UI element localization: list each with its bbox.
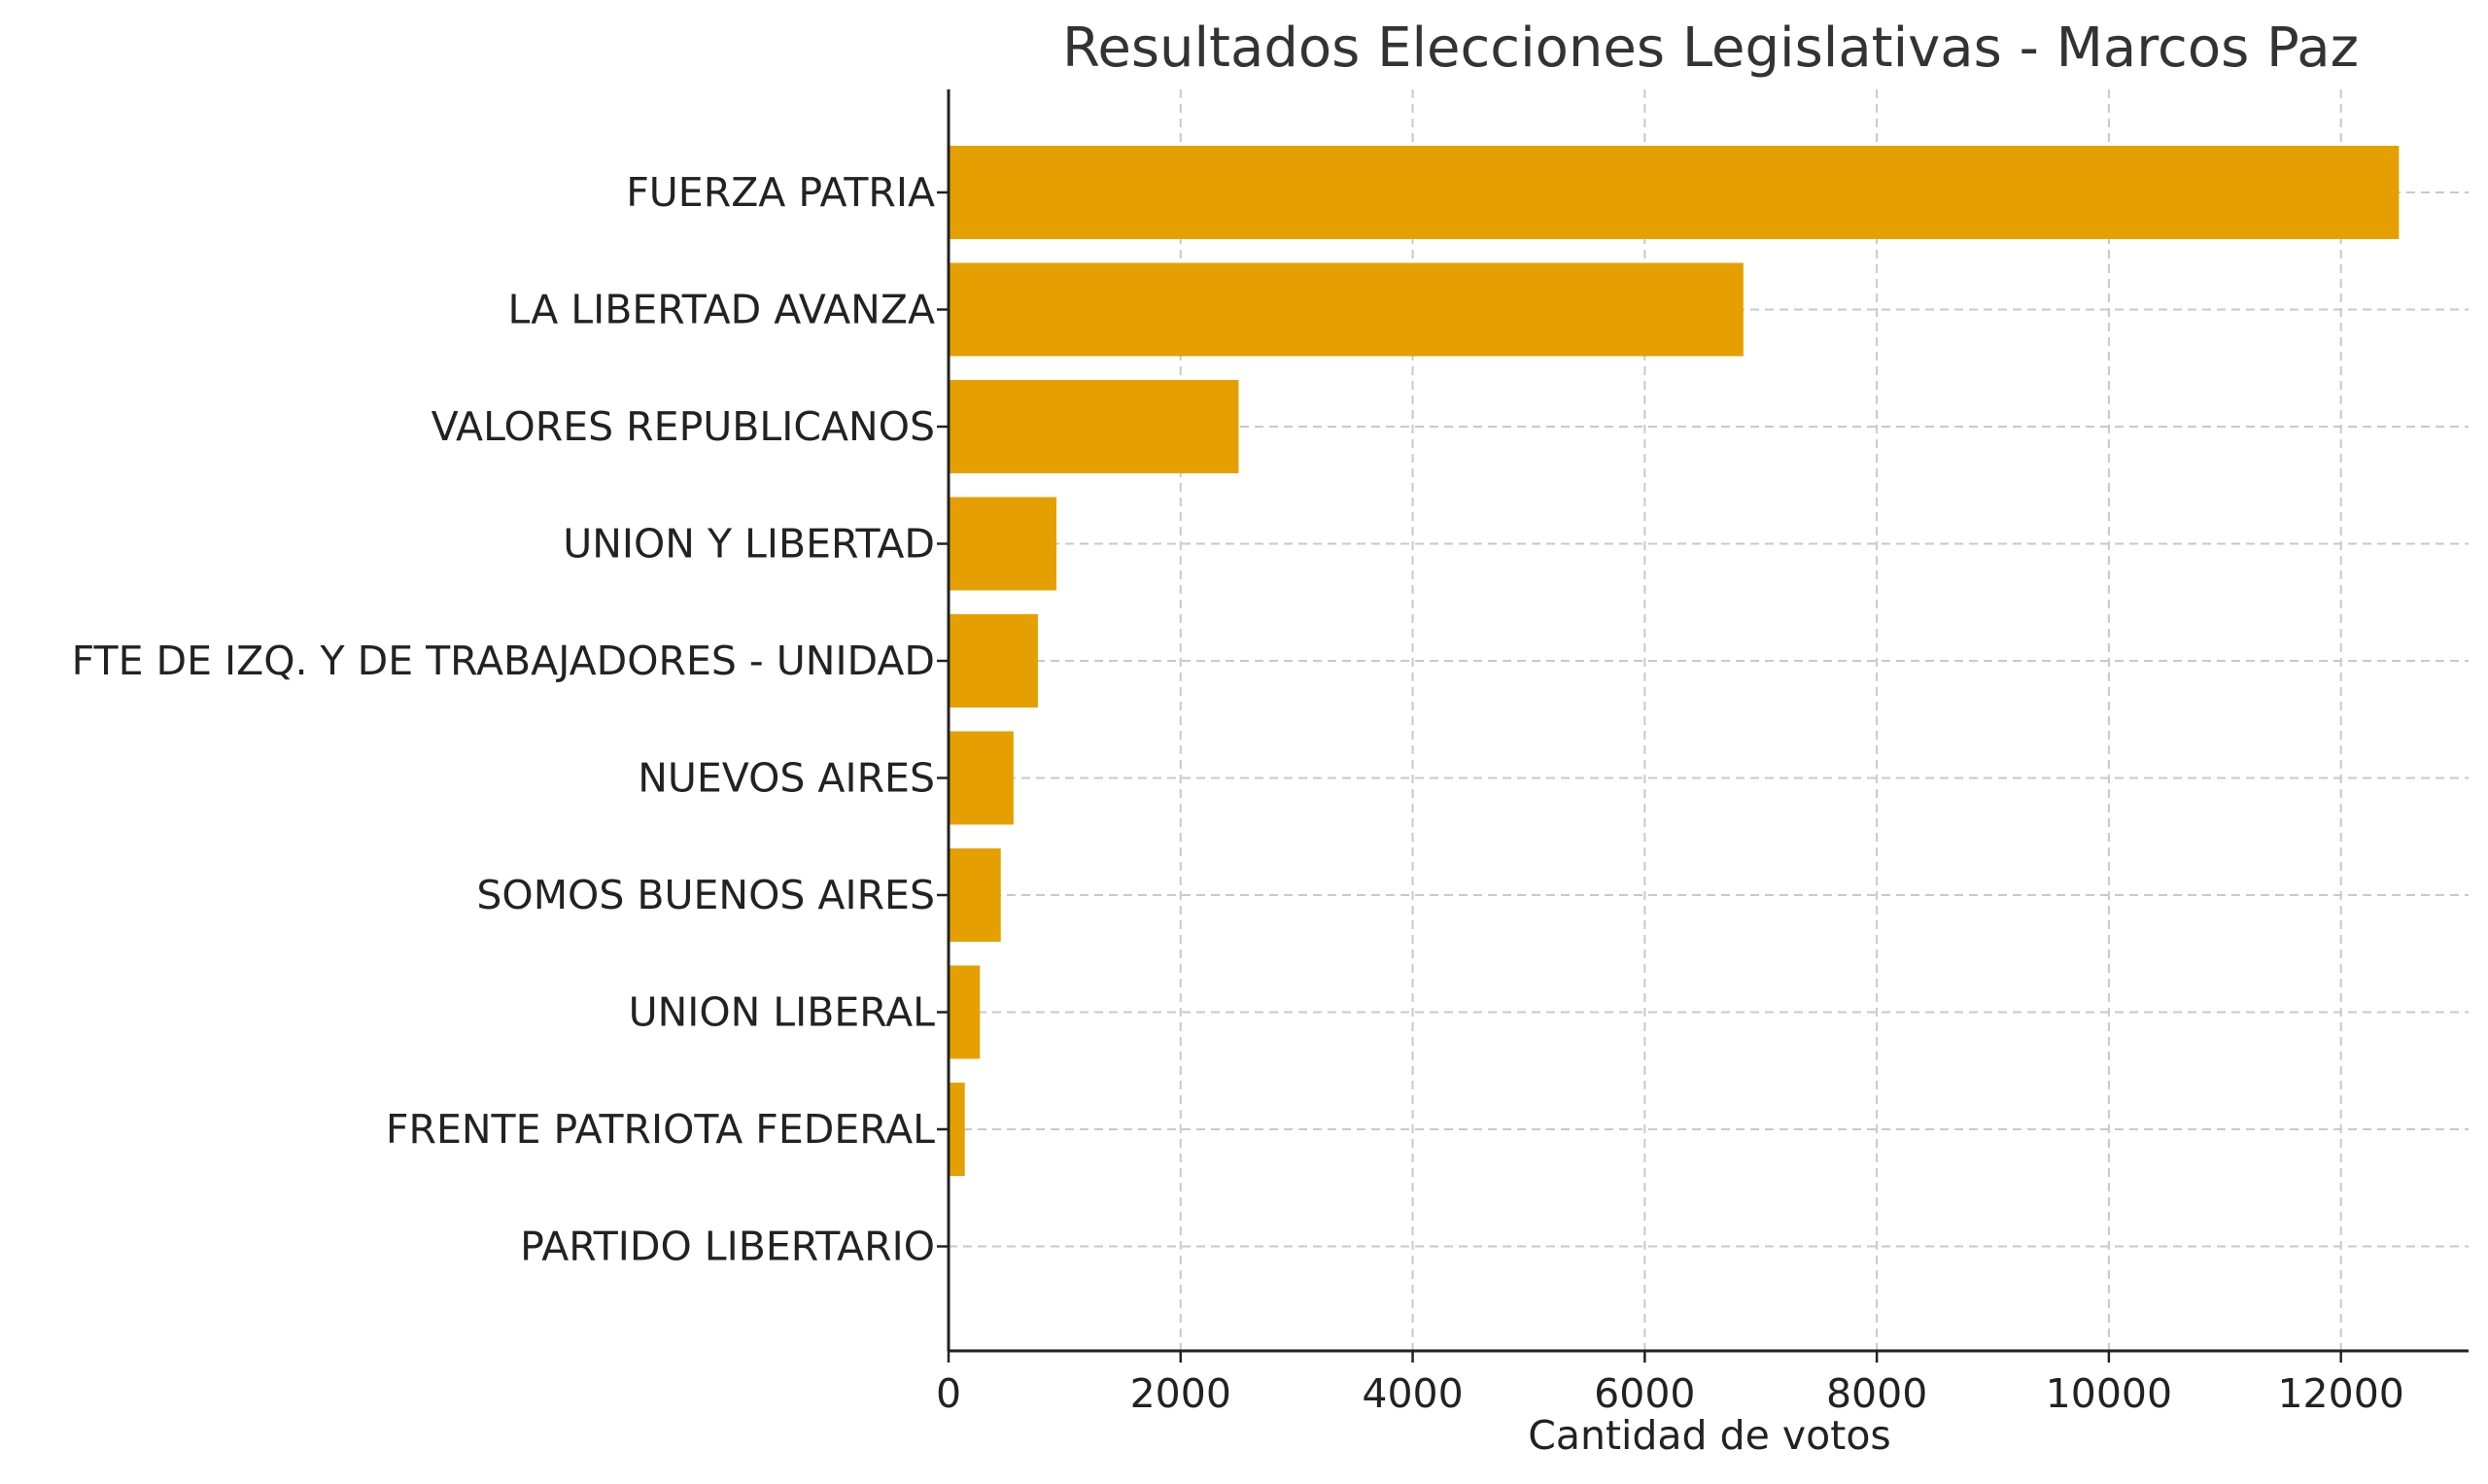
x-tick-label: 4000 <box>1362 1370 1463 1417</box>
bar <box>949 380 1239 473</box>
x-tick-label: 0 <box>936 1370 961 1417</box>
chart-title: Resultados Elecciones Legislativas - Mar… <box>1062 17 2359 80</box>
bar <box>949 262 1744 357</box>
category-labels: FUERZA PATRIA LA LIBERTAD AVANZA VALORES R… <box>72 169 935 1270</box>
category-label: FRENTE PATRIOTA FEDERAL <box>386 1106 935 1153</box>
bar <box>949 731 1014 825</box>
category-label: SOMOS BUENOS AIRES <box>476 872 935 918</box>
grid-lines <box>948 89 2469 1351</box>
x-tick-label: 6000 <box>1594 1370 1695 1417</box>
category-label: FUERZA PATRIA <box>626 169 935 216</box>
x-tick-label: 8000 <box>1826 1370 1927 1417</box>
bar <box>949 497 1057 591</box>
x-tick-label: 10000 <box>2046 1370 2172 1417</box>
category-label: LA LIBERTAD AVANZA <box>507 287 935 333</box>
x-tick-label: 2000 <box>1130 1370 1231 1417</box>
bar <box>949 146 2400 239</box>
bar <box>949 965 981 1059</box>
bar <box>949 614 1038 707</box>
category-label: VALORES REPUBLICANOS <box>432 403 935 450</box>
category-label: PARTIDO LIBERTARIO <box>520 1224 935 1270</box>
bar <box>949 1083 965 1176</box>
category-label: NUEVOS AIRES <box>638 755 935 802</box>
bars <box>949 146 2400 1176</box>
category-label: UNION LIBERAL <box>629 989 936 1036</box>
x-tick-label: 12000 <box>2277 1370 2403 1417</box>
category-label: FTE DE IZQ. Y DE TRABAJADORES - UNIDAD <box>72 638 935 684</box>
x-axis-label: Cantidad de votos <box>1528 1412 1891 1459</box>
bar <box>949 848 1001 942</box>
axes: 0 2000 4000 6000 8000 10000 12000 <box>936 89 2469 1417</box>
category-label: UNION Y LIBERTAD <box>563 521 935 568</box>
